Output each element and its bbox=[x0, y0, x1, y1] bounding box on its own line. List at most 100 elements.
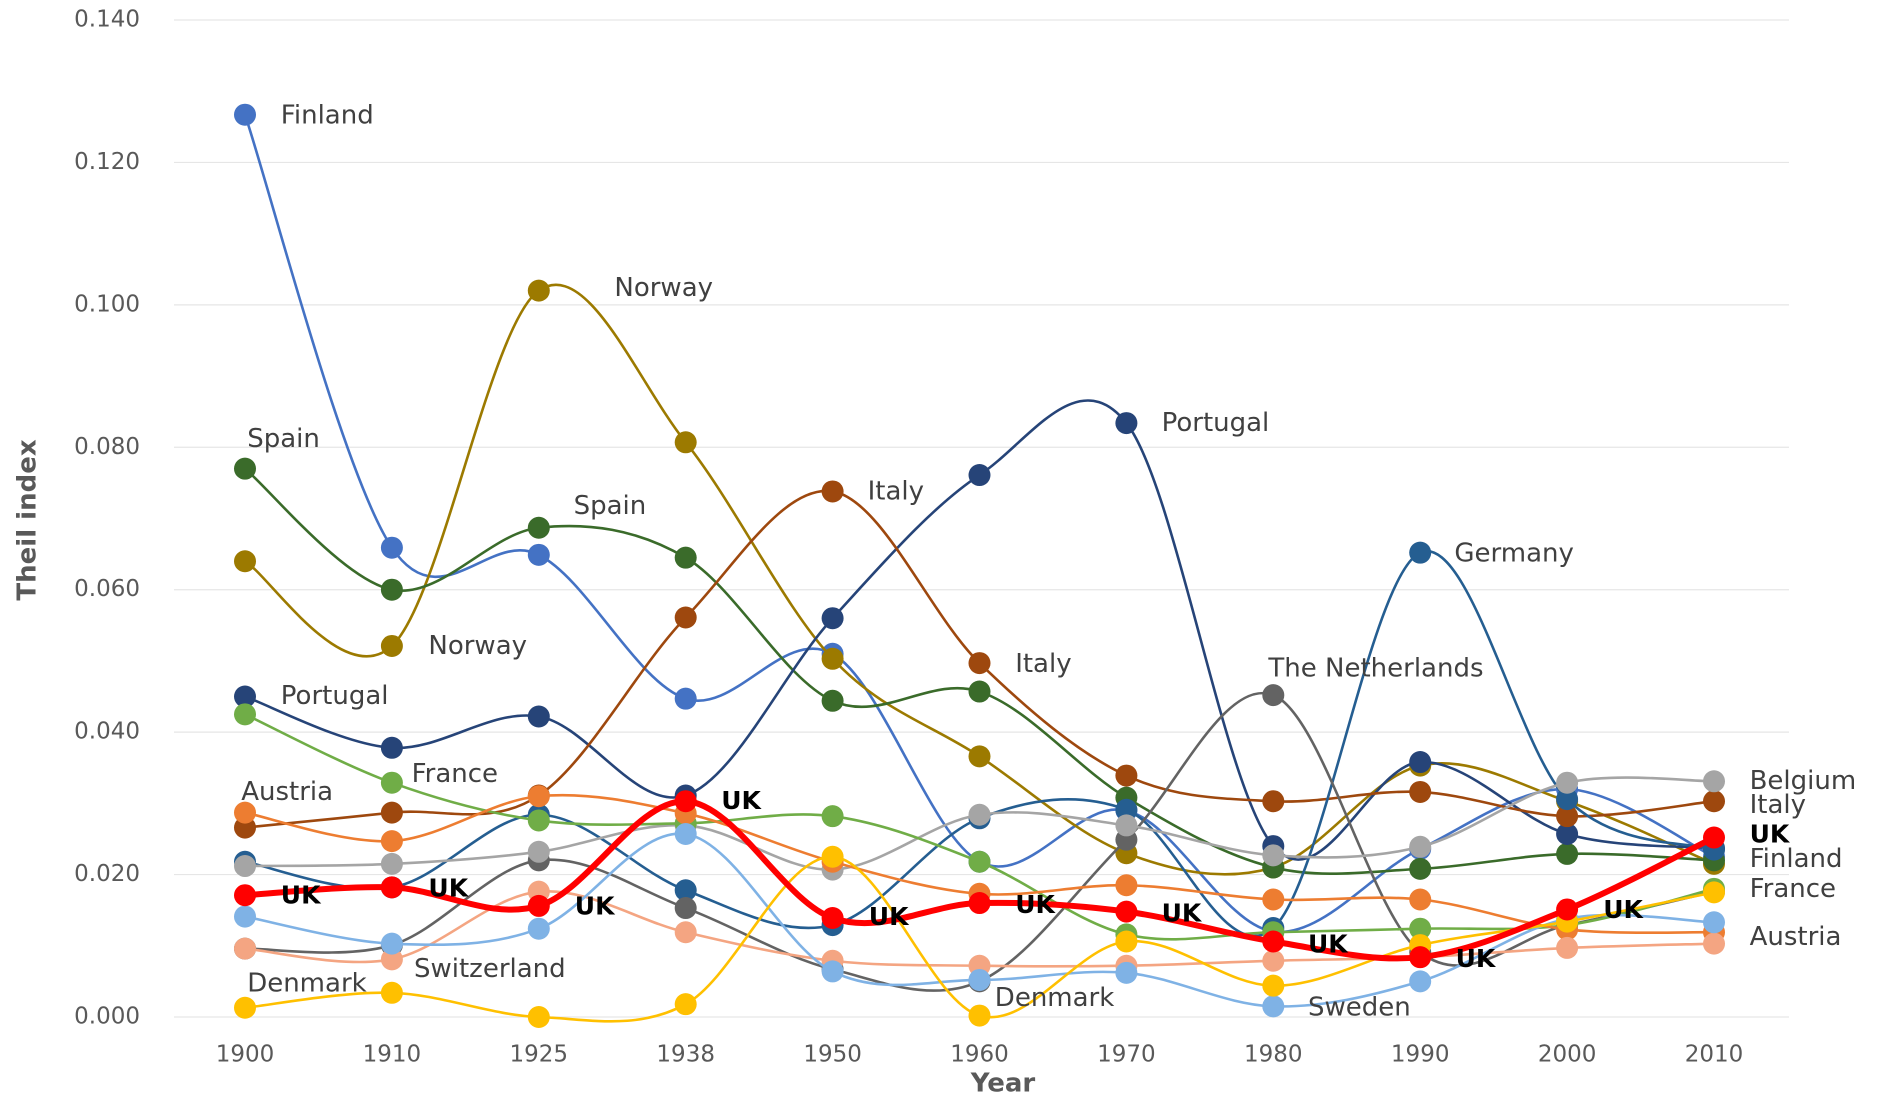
annotation: The Netherlands bbox=[1267, 654, 1483, 684]
point bbox=[968, 968, 991, 991]
series bbox=[234, 684, 1725, 993]
annotation: UK bbox=[575, 891, 616, 920]
point bbox=[1262, 888, 1285, 911]
point bbox=[674, 921, 697, 944]
annotation: France bbox=[412, 759, 498, 789]
point bbox=[234, 801, 256, 824]
x-tick-label: 1900 bbox=[216, 1042, 275, 1068]
point bbox=[234, 855, 256, 878]
point bbox=[674, 993, 697, 1016]
annotation: Italy bbox=[1015, 649, 1071, 679]
annotation: France bbox=[1750, 874, 1836, 904]
x-tick-label: 1925 bbox=[510, 1042, 569, 1068]
point bbox=[821, 689, 844, 712]
point bbox=[821, 480, 844, 503]
point bbox=[380, 801, 403, 824]
point bbox=[674, 431, 697, 454]
point bbox=[1703, 881, 1725, 904]
point bbox=[380, 852, 403, 875]
point bbox=[234, 103, 256, 126]
point bbox=[527, 543, 550, 566]
annotation: UK bbox=[1308, 930, 1349, 959]
series bbox=[234, 480, 1725, 839]
annotation: UK bbox=[1162, 899, 1203, 928]
point bbox=[380, 578, 403, 601]
line bbox=[244, 467, 1715, 876]
line bbox=[244, 549, 1715, 938]
annotation: Austria bbox=[1750, 922, 1842, 952]
y-tick-label: 0.060 bbox=[74, 576, 140, 602]
point bbox=[968, 745, 991, 768]
point bbox=[1556, 822, 1579, 845]
point bbox=[527, 516, 550, 539]
point bbox=[968, 850, 991, 873]
point bbox=[527, 809, 550, 832]
point bbox=[1115, 874, 1138, 897]
annotation: Portugal bbox=[281, 681, 389, 711]
point bbox=[821, 805, 844, 828]
point bbox=[968, 1004, 991, 1027]
point bbox=[968, 652, 991, 675]
point bbox=[380, 771, 403, 794]
point bbox=[1703, 790, 1725, 813]
point bbox=[380, 981, 403, 1004]
annotation: Italy bbox=[1750, 790, 1806, 820]
point bbox=[527, 1006, 550, 1028]
point bbox=[1262, 930, 1285, 953]
point bbox=[234, 703, 256, 726]
point bbox=[968, 892, 991, 915]
point bbox=[527, 705, 550, 728]
point bbox=[1115, 900, 1138, 923]
x-tick-label: 2000 bbox=[1538, 1042, 1597, 1068]
point bbox=[380, 830, 403, 853]
y-tick-label: 0.040 bbox=[74, 719, 140, 745]
annotation: UK bbox=[721, 786, 762, 815]
point bbox=[1115, 764, 1138, 787]
point bbox=[234, 884, 256, 907]
point bbox=[1556, 805, 1579, 828]
point bbox=[674, 790, 697, 813]
annotation: Denmark bbox=[995, 983, 1115, 1013]
annotation: UK bbox=[1750, 820, 1791, 849]
x-tick-label: 1960 bbox=[950, 1042, 1009, 1068]
point bbox=[380, 876, 403, 899]
point bbox=[1556, 771, 1579, 794]
point bbox=[527, 894, 550, 917]
line bbox=[244, 798, 1716, 962]
annotation: Portugal bbox=[1162, 408, 1270, 438]
annotation: UK bbox=[428, 873, 469, 902]
point bbox=[1409, 946, 1432, 969]
point bbox=[1262, 790, 1285, 813]
line bbox=[244, 832, 1715, 1008]
annotation: Denmark bbox=[247, 968, 367, 998]
point bbox=[234, 550, 256, 573]
annotation: Spain bbox=[574, 491, 647, 521]
point bbox=[674, 687, 697, 710]
point bbox=[380, 932, 403, 955]
annotation: Spain bbox=[247, 424, 320, 454]
point bbox=[1703, 826, 1725, 849]
annotation: Norway bbox=[614, 273, 713, 303]
x-tick-label: 1970 bbox=[1097, 1042, 1156, 1068]
point bbox=[1262, 844, 1285, 867]
annotation: UK bbox=[869, 902, 910, 931]
y-tick-label: 0.120 bbox=[74, 149, 140, 175]
point bbox=[1556, 842, 1579, 865]
point bbox=[674, 546, 697, 569]
annotation: Finland bbox=[1750, 844, 1843, 874]
point bbox=[380, 536, 403, 559]
point bbox=[527, 279, 550, 302]
x-tick-label: 1990 bbox=[1391, 1042, 1450, 1068]
point bbox=[821, 607, 844, 630]
point bbox=[1556, 936, 1579, 959]
point bbox=[380, 736, 403, 759]
annotation: UK bbox=[1456, 944, 1497, 973]
point bbox=[674, 879, 697, 902]
point bbox=[234, 937, 256, 960]
x-tick-label: 1910 bbox=[363, 1042, 422, 1068]
line bbox=[244, 691, 1715, 992]
point bbox=[234, 996, 256, 1019]
point bbox=[1409, 970, 1432, 993]
point bbox=[968, 464, 991, 487]
